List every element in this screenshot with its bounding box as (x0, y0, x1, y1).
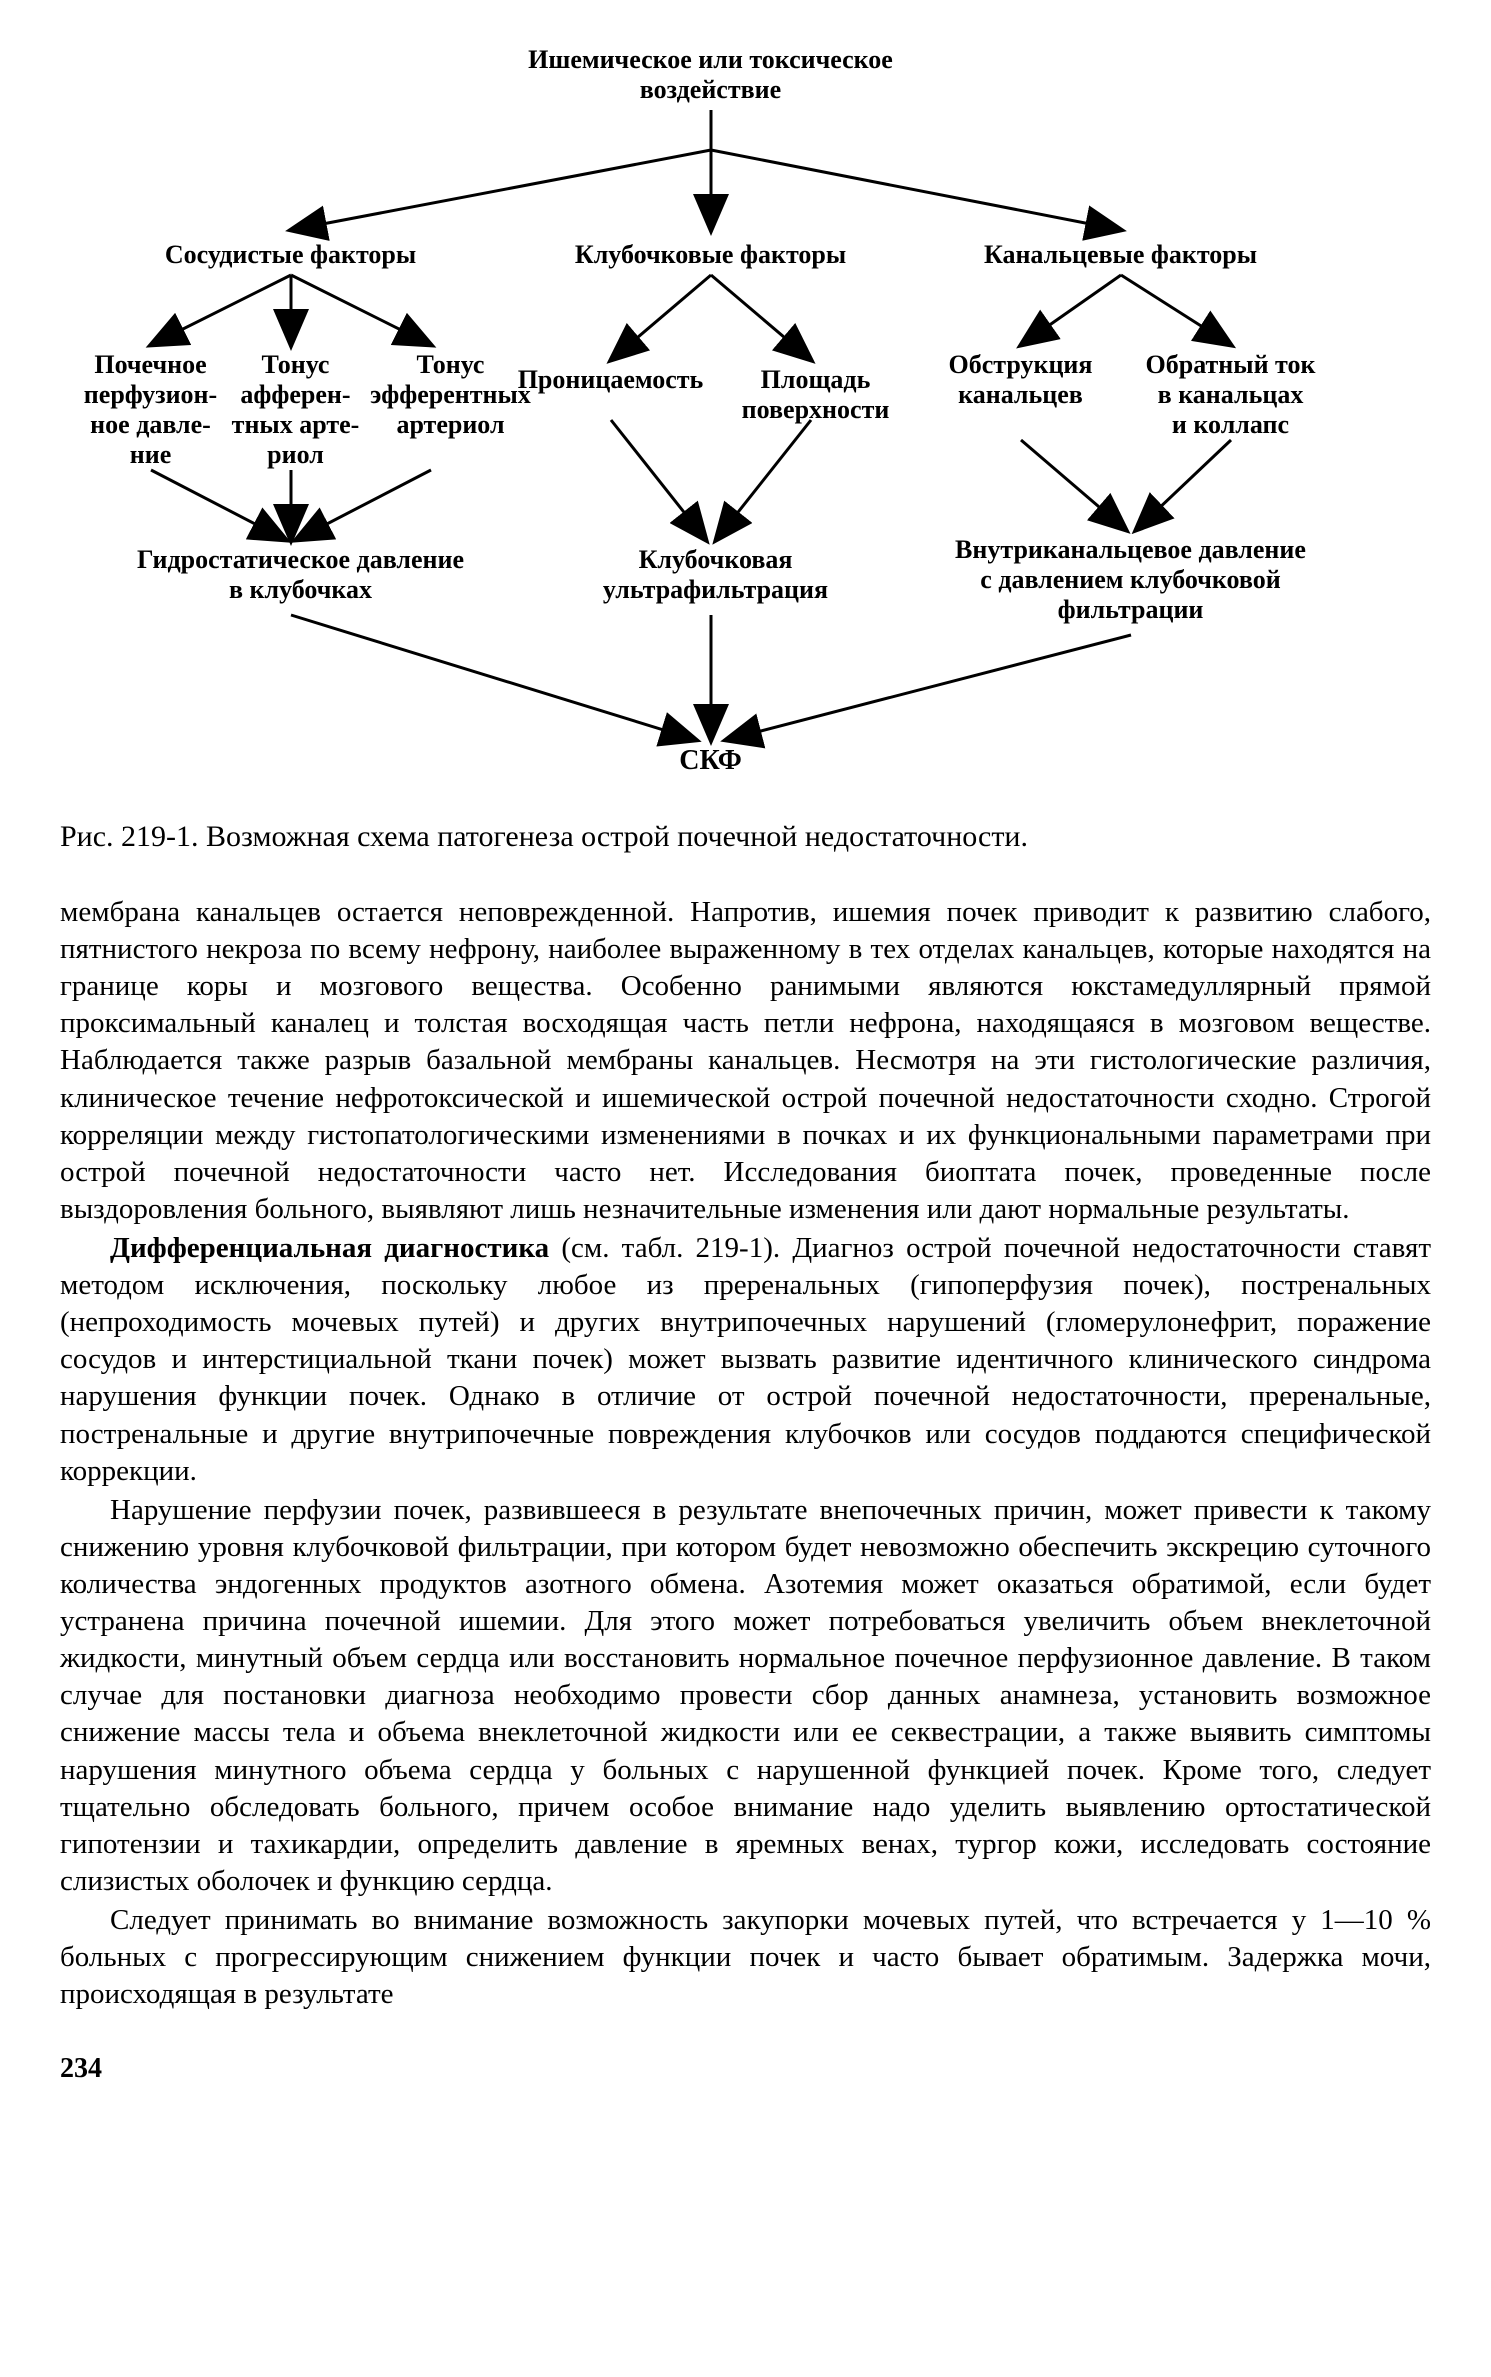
paragraph-3: Нарушение перфузии почек, развившееся в … (60, 1492, 1431, 1900)
pathogenesis-diagram: Ишемическое или токсическоевоздействие С… (71, 40, 1421, 800)
node-final: СКФ (661, 745, 761, 777)
p2-rest: (см. табл. 219-1). Диагноз острой почечн… (60, 1232, 1431, 1487)
paragraph-2: Дифференциальная диагностика (см. табл. … (60, 1230, 1431, 1490)
node-tubular: Канальцевые факторы (951, 240, 1291, 270)
node-merge-tub: Внутриканальцевое давлениес давлением кл… (931, 535, 1331, 625)
node-glom-0: Проницаемость (501, 365, 721, 395)
paragraph-4: Следует принимать во внимание возможност… (60, 1902, 1431, 2013)
node-merge-vasc: Гидростатическое давлениев клубочках (111, 545, 491, 605)
node-glom-1: Площадьповерхности (731, 365, 901, 425)
node-merge-glom: Клубочковаяультрафильтрация (571, 545, 861, 605)
node-root: Ишемическое или токсическоевоздействие (471, 45, 951, 105)
p2-lead: Дифференциальная диагностика (110, 1232, 549, 1264)
node-tub-0: Обструкцияканальцев (931, 350, 1111, 410)
node-vasc-1: Тонусафферен-тных арте-риол (226, 350, 366, 470)
node-tub-1: Обратный токв канальцахи коллапс (1131, 350, 1331, 440)
figure-caption: Рис. 219-1. Возможная схема патогенеза о… (60, 820, 1431, 854)
page-number: 234 (60, 2053, 1431, 2085)
node-vascular: Сосудистые факторы (131, 240, 451, 270)
node-glomerular: Клубочковые факторы (541, 240, 881, 270)
node-vasc-0: Почечноеперфузион-ное давле-ние (71, 350, 231, 470)
paragraph-1: мембрана канальцев остается неповрежденн… (60, 894, 1431, 1228)
